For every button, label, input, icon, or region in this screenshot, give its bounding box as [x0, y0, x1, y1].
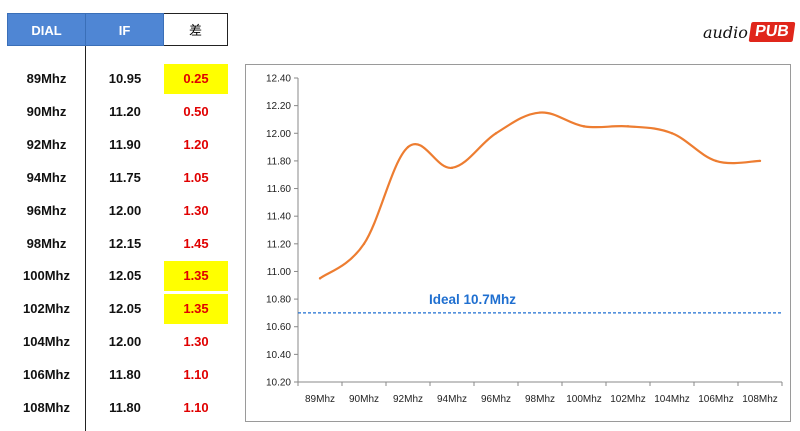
data-point — [494, 132, 498, 135]
table-row: 96Mhz 12.00 1.30 — [0, 196, 240, 226]
table-row: 100Mhz 12.05 1.35 — [0, 261, 240, 292]
reference-line-label: Ideal 10.7Mhz — [429, 292, 516, 307]
if-cell: 12.15 — [108, 235, 142, 251]
x-tick-label: 108Mhz — [742, 394, 778, 405]
data-point — [362, 242, 366, 246]
x-tick-label: 104Mhz — [654, 394, 690, 405]
if-cell: 11.20 — [109, 103, 141, 119]
diff-cell: 1.30 — [183, 334, 209, 350]
data-point — [450, 166, 454, 170]
y-tick-label: 12.40 — [266, 74, 291, 85]
dial-cell: 89Mhz — [26, 71, 67, 86]
x-tick-label: 98Mhz — [525, 394, 555, 405]
y-tick-label: 11.80 — [267, 156, 292, 167]
data-point — [758, 159, 762, 163]
y-tick-label: 11.60 — [267, 184, 292, 195]
logo-text-audio: audio — [703, 22, 748, 42]
diff-cell: 0.25 — [164, 64, 228, 94]
header-dial: DIAL — [7, 13, 86, 46]
if-cell: 11.80 — [109, 400, 141, 415]
x-tick-label: 92Mhz — [393, 394, 423, 405]
table-row: 94Mhz 11.75 1.05 — [0, 163, 240, 193]
data-point — [670, 132, 674, 135]
x-tick-label: 102Mhz — [610, 394, 646, 405]
if-cell: 12.00 — [108, 202, 142, 218]
dial-cell: 106Mhz — [23, 367, 70, 383]
y-tick-label: 12.00 — [266, 129, 291, 140]
data-point — [318, 277, 322, 280]
table-divider — [85, 46, 86, 431]
data-point — [626, 125, 630, 128]
dial-cell: 102Mhz — [23, 301, 70, 317]
table-row: 90Mhz 11.20 0.50 — [0, 97, 240, 127]
diff-cell: 1.10 — [183, 400, 209, 415]
y-tick-label: 10.80 — [266, 295, 291, 306]
y-tick-label: 10.60 — [266, 322, 291, 333]
diff-cell: 1.35 — [164, 294, 228, 325]
if-cell: 12.00 — [108, 334, 142, 350]
table-row: 106Mhz 11.80 1.10 — [0, 360, 240, 390]
if-cell: 10.95 — [108, 71, 142, 86]
dial-cell: 96Mhz — [26, 202, 67, 218]
if-cell: 12.05 — [108, 301, 142, 317]
table-header: DIAL IF 差 — [7, 13, 228, 46]
dial-cell: 92Mhz — [26, 136, 67, 152]
diff-cell: 1.20 — [183, 136, 209, 152]
y-tick-label: 11.40 — [267, 212, 292, 223]
y-tick-label: 11.20 — [267, 239, 292, 250]
chart-svg: 10.20 10.40 10.60 10.80 11.00 11.20 11.40 11.60… — [266, 74, 783, 405]
y-tick-label: 10.40 — [266, 350, 291, 361]
table-row: 89Mhz 10.95 0.25 — [0, 64, 240, 94]
line-chart: 10.20 10.40 10.60 10.80 11.00 11.20 11.40 11.60… — [245, 64, 791, 422]
dial-cell: 108Mhz — [23, 400, 70, 415]
y-tick-label: 12.20 — [266, 101, 291, 112]
x-tick-label: 100Mhz — [566, 394, 602, 405]
x-tick-label: 106Mhz — [698, 394, 734, 405]
x-tick-label: 94Mhz — [437, 394, 467, 405]
if-cell: 11.75 — [109, 169, 141, 185]
y-tick-label: 11.00 — [267, 267, 292, 278]
diff-cell: 1.05 — [183, 169, 209, 185]
diff-cell: 1.10 — [183, 367, 209, 383]
logo-text-pub: PUB — [748, 22, 796, 42]
table-row: 92Mhz 11.90 1.20 — [0, 130, 240, 160]
series-line — [319, 111, 761, 280]
if-cell: 11.90 — [109, 136, 141, 152]
table-row: 98Mhz 12.15 1.45 — [0, 229, 240, 259]
diff-cell: 0.50 — [183, 103, 209, 119]
audiopub-logo: audio PUB — [703, 20, 796, 44]
data-point — [582, 125, 586, 128]
header-if: IF — [86, 13, 164, 46]
if-cell: 12.05 — [108, 268, 142, 284]
diff-cell: 1.35 — [164, 261, 228, 292]
x-tick-label: 90Mhz — [349, 394, 379, 405]
dial-cell: 90Mhz — [26, 103, 67, 119]
data-point — [538, 111, 542, 114]
header-diff: 差 — [164, 13, 228, 46]
dial-cell: 98Mhz — [26, 235, 67, 251]
data-point — [406, 145, 410, 149]
diff-cell: 1.30 — [183, 202, 209, 218]
dial-cell: 94Mhz — [26, 169, 67, 185]
dial-cell: 104Mhz — [23, 334, 70, 350]
x-tick-label: 96Mhz — [481, 394, 511, 405]
dial-cell: 100Mhz — [23, 268, 70, 284]
if-cell: 11.80 — [109, 367, 141, 383]
table-row: 108Mhz 11.80 1.10 — [0, 393, 240, 423]
y-tick-label: 10.20 — [266, 378, 291, 389]
table-row: 102Mhz 12.05 1.35 — [0, 294, 240, 325]
diff-cell: 1.45 — [183, 235, 209, 251]
data-point — [714, 159, 718, 163]
table-row: 104Mhz 12.00 1.30 — [0, 327, 240, 357]
x-tick-label: 89Mhz — [305, 394, 335, 405]
